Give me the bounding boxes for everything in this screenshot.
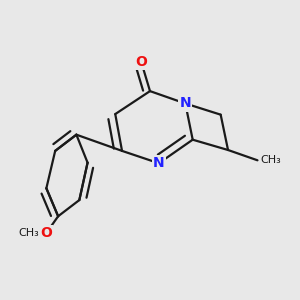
Text: N: N	[179, 97, 191, 110]
Text: CH₃: CH₃	[260, 155, 281, 165]
Text: CH₃: CH₃	[18, 228, 39, 238]
Text: N: N	[153, 156, 165, 170]
Text: O: O	[40, 226, 52, 240]
Text: O: O	[135, 55, 147, 69]
